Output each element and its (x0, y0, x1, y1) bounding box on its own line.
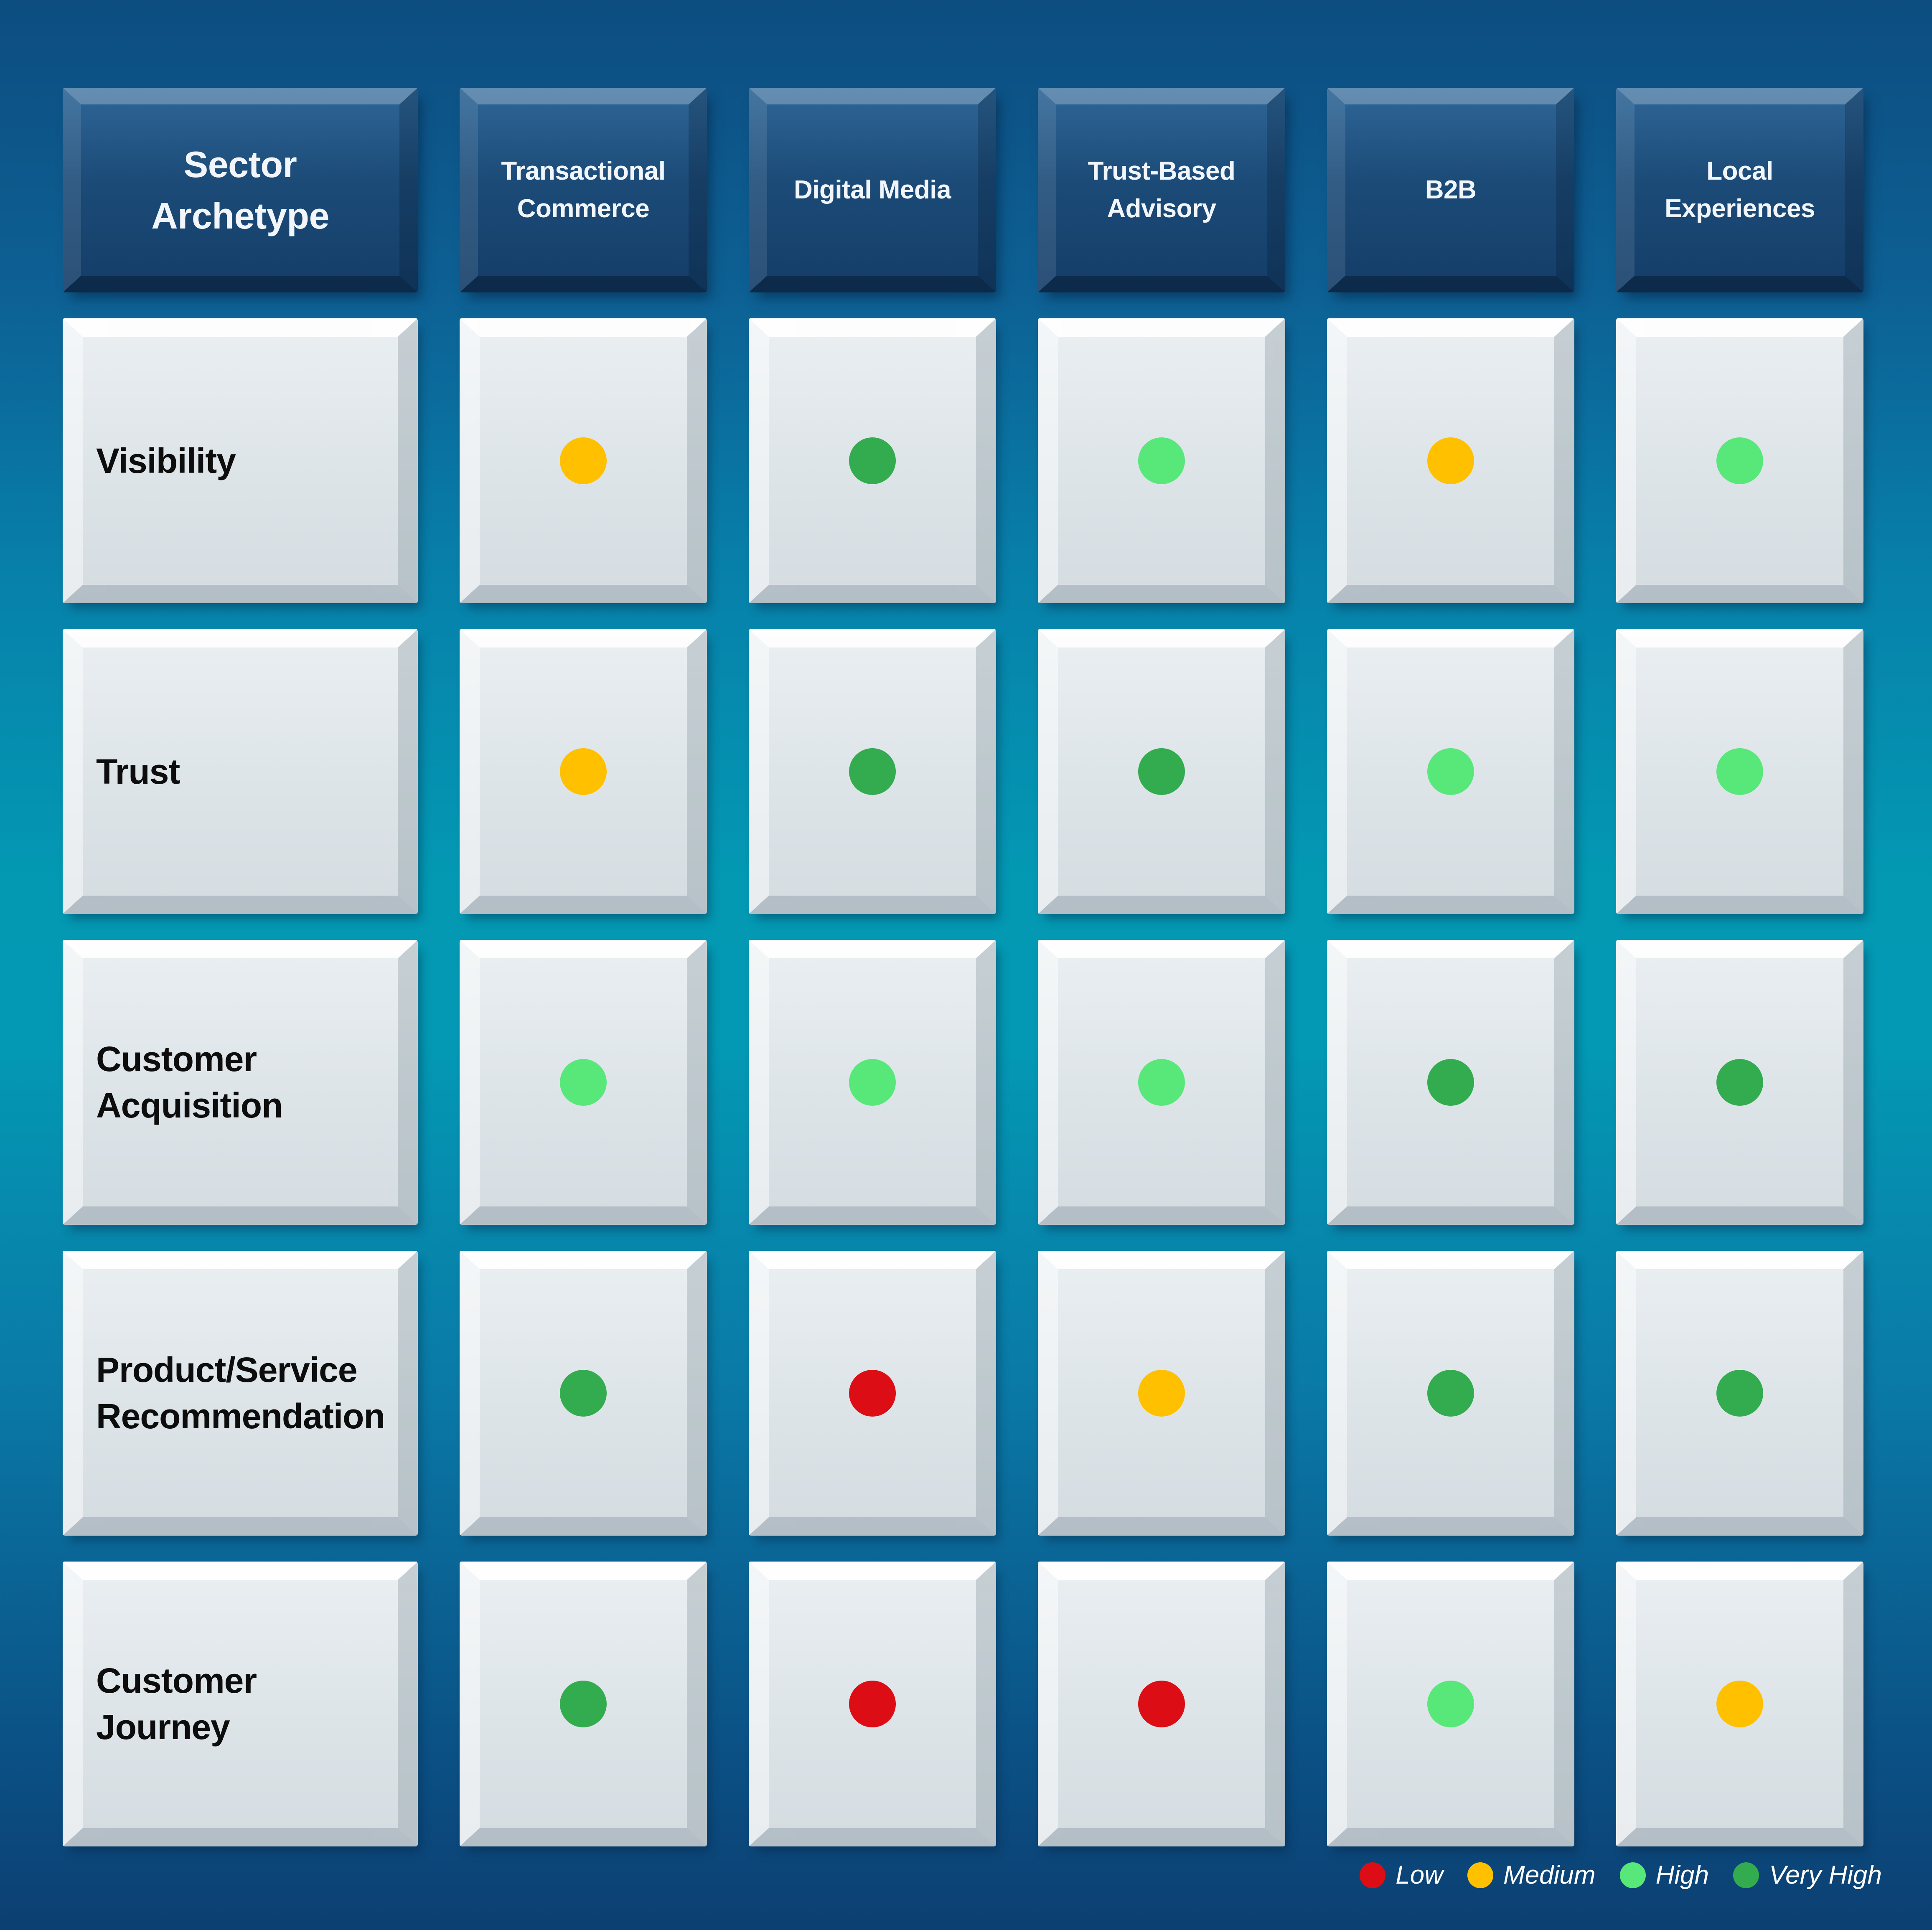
rating-dot-high (1138, 1059, 1185, 1106)
column-header-label: Trust-Based Advisory (1088, 157, 1235, 223)
rating-cell (1616, 1562, 1863, 1846)
row-label-cell: Visibility (63, 318, 418, 603)
legend-label: Low (1396, 1861, 1444, 1889)
rating-cell (749, 1562, 996, 1846)
column-header-cell: Digital Media (749, 88, 996, 292)
column-header-label: Digital Media (794, 175, 951, 205)
row-label: Product/Service Recommendation (96, 1350, 385, 1436)
legend-label: Very High (1769, 1861, 1882, 1889)
column-header-cell: Transactional Commerce (460, 88, 707, 292)
rating-dot-very_high (1427, 1059, 1474, 1106)
rating-cell (749, 1251, 996, 1536)
legend-label: High (1655, 1861, 1709, 1889)
rating-dot-high (849, 1059, 896, 1106)
rating-dot-medium (1716, 1681, 1763, 1727)
rating-cell (460, 1251, 707, 1536)
row-label: Customer Journey (96, 1661, 257, 1747)
rating-dot-high (1716, 748, 1763, 795)
rating-dot-medium (1427, 437, 1474, 484)
rating-dot-very_high (560, 1681, 607, 1727)
row-label-cell: Customer Journey (63, 1562, 418, 1846)
rating-cell (1038, 629, 1285, 914)
rating-cell (460, 318, 707, 603)
rating-dot-high (1427, 748, 1474, 795)
row-label-cell: Product/Service Recommendation (63, 1251, 418, 1536)
column-header-cell: Trust-Based Advisory (1038, 88, 1285, 292)
legend-dot-very_high (1733, 1862, 1759, 1888)
rating-dot-medium (560, 437, 607, 484)
legend-item: Very High (1733, 1862, 1882, 1888)
rating-cell (1616, 629, 1863, 914)
legend-dot-high (1619, 1862, 1646, 1888)
rating-cell (1327, 318, 1574, 603)
rating-dot-high (1138, 437, 1185, 484)
rating-dot-high (560, 1059, 607, 1106)
rating-cell (1616, 940, 1863, 1225)
column-header-label: Local Experiences (1665, 157, 1815, 223)
rating-cell (1616, 1251, 1863, 1536)
column-header-cell: Local Experiences (1616, 88, 1863, 292)
rating-dot-high (1427, 1681, 1474, 1727)
rating-dot-very_high (560, 1370, 607, 1417)
rating-dot-very_high (1716, 1059, 1763, 1106)
legend-item: Low (1360, 1862, 1443, 1888)
legend-label: Medium (1503, 1861, 1596, 1889)
rating-cell (460, 629, 707, 914)
rating-dot-very_high (1427, 1370, 1474, 1417)
row-label: Trust (96, 752, 180, 791)
rating-cell (1616, 318, 1863, 603)
rating-cell (460, 940, 707, 1225)
row-label-cell: Trust (63, 629, 418, 914)
legend-item: High (1619, 1861, 1709, 1889)
rating-cell (460, 1562, 707, 1846)
rating-dot-low (1138, 1681, 1185, 1727)
rating-cell (1038, 1251, 1285, 1536)
rating-dot-low (849, 1681, 896, 1727)
rating-cell (1038, 318, 1285, 603)
rating-dot-medium (1138, 1370, 1185, 1417)
rating-cell (1038, 940, 1285, 1225)
rating-cell (1038, 1562, 1285, 1846)
corner-header-cell: Sector Archetype (63, 88, 418, 292)
rating-dot-very_high (849, 748, 896, 795)
legend-dot-medium (1467, 1862, 1494, 1888)
column-header-cell: B2B (1327, 88, 1574, 292)
legend-item: Medium (1467, 1862, 1596, 1888)
rating-dot-medium (560, 748, 607, 795)
rating-cell (749, 629, 996, 914)
column-header-label: B2B (1425, 175, 1477, 205)
rating-dot-very_high (849, 437, 896, 484)
rating-dot-very_high (1138, 748, 1185, 795)
rating-cell (1327, 1251, 1574, 1536)
rating-dot-very_high (1716, 1370, 1763, 1417)
row-label-cell: Customer Acquisition (63, 940, 418, 1225)
column-header-label: Transactional Commerce (501, 157, 666, 223)
row-label: Customer Acquisition (96, 1039, 283, 1125)
rating-dot-high (1716, 437, 1763, 484)
legend: Low Medium High Very High (1360, 1862, 1882, 1888)
rating-cell (1327, 629, 1574, 914)
rating-cell (749, 318, 996, 603)
rating-cell (749, 940, 996, 1225)
rating-dot-low (849, 1370, 896, 1417)
legend-dot-low (1360, 1862, 1386, 1888)
matrix-grid: Sector Archetype Transactional Commerce Di… (63, 88, 1863, 1846)
rating-cell (1327, 1562, 1574, 1846)
row-label: Visibility (96, 441, 236, 480)
rating-cell (1327, 940, 1574, 1225)
corner-header-label: Sector Archetype (151, 143, 329, 236)
